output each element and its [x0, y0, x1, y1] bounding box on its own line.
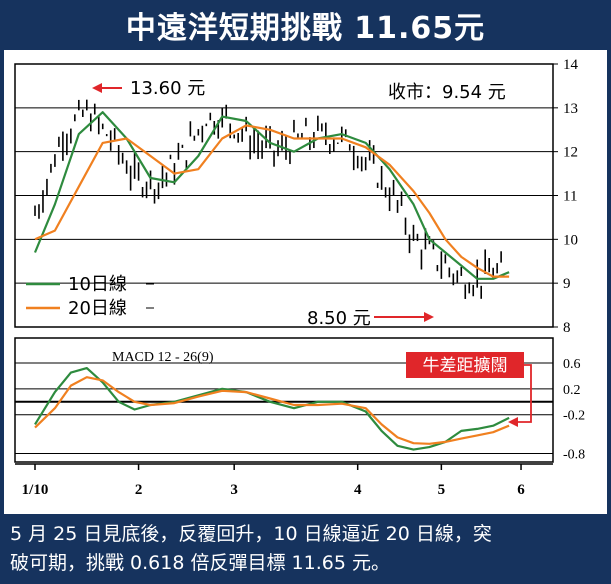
x-tick-label: 1/10	[22, 482, 49, 498]
x-tick-label: 2	[135, 482, 143, 498]
callout-box	[406, 352, 524, 378]
macd-tick-label: -0.2	[563, 409, 585, 424]
price-tick-label: 12	[563, 145, 578, 161]
macd-tick-label: 0.2	[563, 383, 581, 398]
price-tick-label: 9	[563, 276, 571, 292]
chart-panel: 14 13 12 11 10 9 8 0.6 0.2 -0.2 -0.8 1/10 2 3 4 5 6 10日線 2…	[4, 50, 607, 514]
x-tick-label: 5	[438, 482, 446, 498]
price-bars	[34, 99, 502, 299]
chart-title: 中遠洋短期挑戰 11.65元	[125, 11, 486, 46]
ma20-line	[34, 124, 510, 278]
x-tick-label: 4	[354, 482, 362, 498]
callout-arrow-head	[508, 417, 518, 427]
callout-bracket	[516, 364, 532, 423]
caption: 5 月 25 日見底後，反覆回升，10 日線逼近 20 日線，突 破可期，挑戰 …	[0, 514, 611, 584]
close-annotation: 收市：9.54 元	[388, 82, 506, 103]
price-tick-label: 11	[563, 189, 577, 205]
caption-line-2: 破可期，挑戰 0.618 倍反彈目標 11.65 元。	[10, 552, 390, 574]
legend-label-ma20: 20日線	[68, 298, 127, 319]
macd-line	[34, 367, 510, 451]
price-tick-label: 8	[563, 320, 571, 336]
price-tick-label: 14	[563, 57, 579, 73]
macd-tick-label: -0.8	[563, 448, 585, 463]
legend-label-ma10: 10日線	[68, 274, 127, 295]
high-annotation: 13.60 元	[130, 78, 205, 99]
macd-tick-label: 0.6	[563, 357, 581, 372]
macd-label: MACD 12 - 26(9)	[112, 350, 214, 365]
chart-svg: 14 13 12 11 10 9 8 0.6 0.2 -0.2 -0.8 1/10 2 3 4 5 6 10日線 2…	[14, 57, 585, 498]
low-arrow-head	[424, 312, 434, 322]
macd-panel-border	[14, 337, 554, 463]
caption-line-1: 5 月 25 日見底後，反覆回升，10 日線逼近 20 日線，突	[10, 523, 492, 545]
low-annotation: 8.50 元	[307, 308, 371, 329]
high-arrow-head	[92, 83, 102, 93]
ma10-line	[33, 111, 510, 280]
signal-line	[34, 376, 510, 445]
x-tick-label: 6	[517, 482, 525, 498]
title-bar: 中遠洋短期挑戰 11.65元	[0, 0, 611, 50]
price-tick-label: 13	[563, 101, 578, 117]
x-tick-label: 3	[230, 482, 238, 498]
callout-text: 牛差距擴闊	[423, 356, 508, 376]
price-tick-label: 10	[563, 232, 578, 248]
